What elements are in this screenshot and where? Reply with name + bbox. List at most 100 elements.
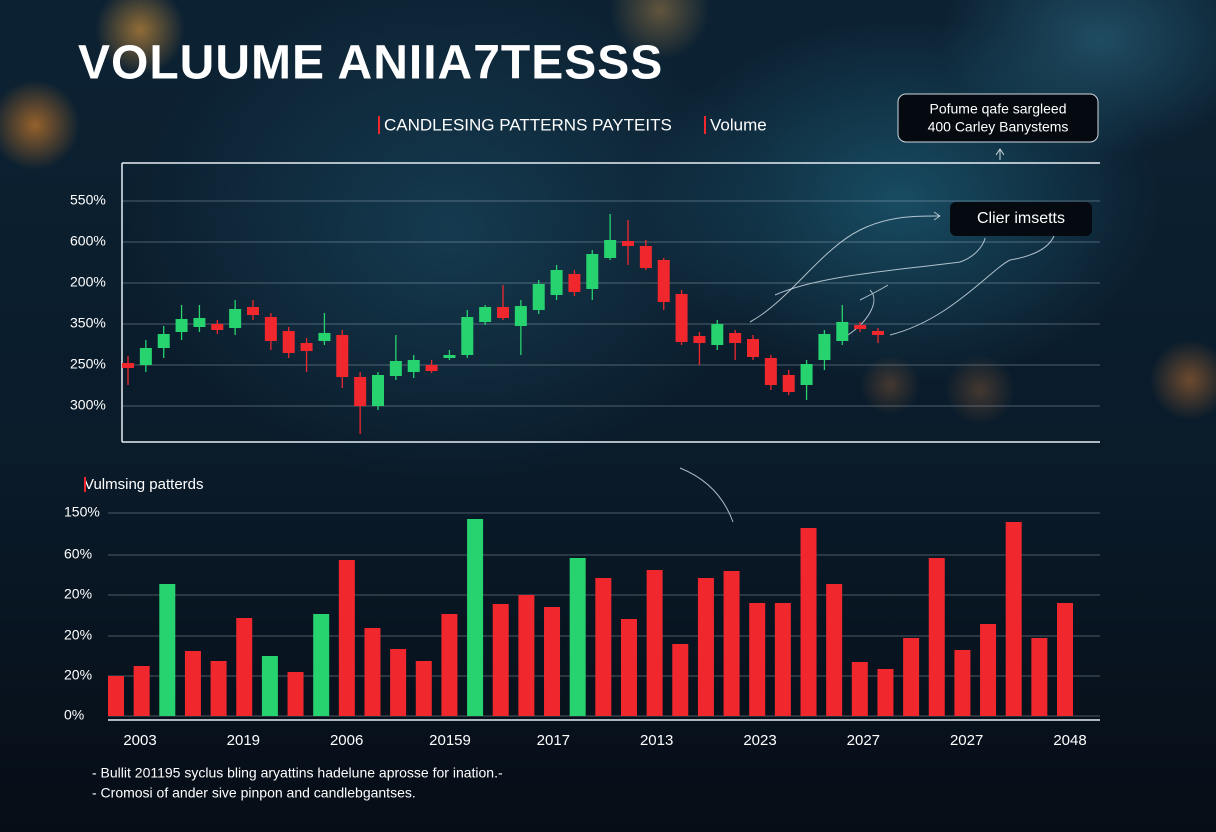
candle-body — [818, 334, 831, 360]
callout-text: Pofume qafe sargleed — [930, 101, 1067, 117]
bar — [364, 628, 381, 716]
candle-body — [639, 246, 652, 268]
x-tick-label: 2027 — [847, 732, 880, 749]
candle-body — [122, 363, 134, 368]
bar — [620, 619, 637, 716]
bar — [800, 528, 817, 716]
callout-box — [950, 202, 1092, 236]
x-tick-label: 2003 — [123, 732, 156, 749]
note: - Bullit 201195 syclus bling aryattins h… — [92, 765, 503, 781]
y-tick-label: 350% — [70, 315, 106, 331]
arrow — [995, 148, 1005, 160]
x-tick-label: 2019 — [227, 732, 260, 749]
candle-body — [747, 339, 759, 357]
bar — [492, 604, 509, 716]
bar — [903, 638, 920, 716]
bar — [236, 618, 253, 716]
candle-body — [300, 343, 313, 351]
bar — [851, 662, 868, 716]
candle-body — [872, 331, 884, 335]
candle-body — [854, 325, 867, 329]
x-tick-label: 2027 — [950, 732, 983, 749]
candle-body — [407, 360, 420, 372]
callout-text: 400 Carley Banystems — [928, 119, 1069, 135]
bar — [390, 649, 407, 716]
bar — [569, 558, 586, 716]
bar — [313, 614, 330, 716]
y-tick-label: 300% — [70, 397, 106, 413]
bar — [415, 661, 432, 716]
chart-subtitle: Vulmsing patterds — [84, 476, 204, 493]
bar — [928, 558, 945, 716]
candle-body — [211, 324, 224, 330]
bar — [980, 624, 997, 716]
candle-body — [479, 307, 492, 322]
candle-body — [389, 361, 402, 376]
y-tick-label: 150% — [64, 504, 100, 520]
bar — [595, 578, 612, 716]
y-tick-label: 20% — [64, 667, 92, 683]
y-tick-label: 250% — [70, 356, 106, 372]
candle-body — [229, 309, 242, 328]
y-tick-label: 600% — [70, 233, 106, 249]
candle-body — [550, 270, 563, 295]
candle-body — [532, 284, 545, 310]
subtitle-swatch — [84, 477, 86, 492]
bar — [749, 603, 766, 716]
candle-body — [282, 331, 295, 353]
annotation-lines — [679, 211, 1055, 523]
candle-body — [157, 334, 170, 348]
candle-body — [461, 317, 474, 355]
candle-body — [372, 375, 384, 406]
candle-body — [657, 260, 670, 302]
bar — [774, 603, 791, 716]
candle-body — [497, 307, 509, 318]
x-tick-label: 2023 — [743, 732, 776, 749]
bar — [108, 676, 124, 716]
bar — [159, 584, 176, 716]
callout-box — [897, 93, 1099, 143]
candle-body — [443, 355, 456, 358]
y-tick-label: 20% — [64, 627, 92, 643]
note: - Cromosi of ander sive pinpon and candl… — [92, 785, 416, 801]
y-tick-label: 200% — [70, 274, 106, 290]
candle-body — [514, 306, 527, 326]
candle-body — [675, 294, 688, 342]
legend-label: Volume — [710, 115, 767, 134]
candle-body — [836, 322, 849, 341]
bar — [1005, 522, 1022, 716]
candle-body — [247, 307, 259, 315]
legend-swatch — [378, 116, 380, 134]
bar — [697, 578, 714, 716]
candle-body — [336, 335, 349, 377]
bar — [723, 571, 740, 716]
bar — [826, 584, 843, 716]
x-tick-label: 2017 — [537, 732, 570, 749]
y-tick-label: 550% — [70, 192, 106, 208]
candle-body — [175, 319, 188, 332]
candle-body — [139, 348, 152, 365]
bar — [441, 614, 458, 716]
bar — [877, 669, 894, 716]
bar — [518, 595, 535, 716]
bar — [672, 644, 689, 716]
x-tick-label: 2048 — [1053, 732, 1086, 749]
candle-body — [586, 254, 599, 289]
legend-label: CANDLESING PATTERNS PAYTEITS — [384, 115, 672, 134]
y-tick-label: 20% — [64, 586, 92, 602]
legend-swatch — [704, 116, 706, 134]
bar — [261, 656, 278, 716]
bar — [210, 661, 227, 716]
candle-body — [711, 324, 724, 345]
candle-body — [604, 240, 617, 258]
bar — [1031, 638, 1048, 716]
bar — [646, 570, 663, 716]
candle-body — [782, 375, 795, 392]
page-title: VOLUUME ANIIA7TESSS — [78, 37, 663, 90]
candle-body — [800, 364, 813, 385]
y-tick-label: 60% — [64, 546, 92, 562]
candle-body — [764, 358, 777, 385]
bar — [467, 519, 484, 716]
candle-body — [729, 333, 742, 343]
y-tick-label: 0% — [64, 707, 84, 723]
